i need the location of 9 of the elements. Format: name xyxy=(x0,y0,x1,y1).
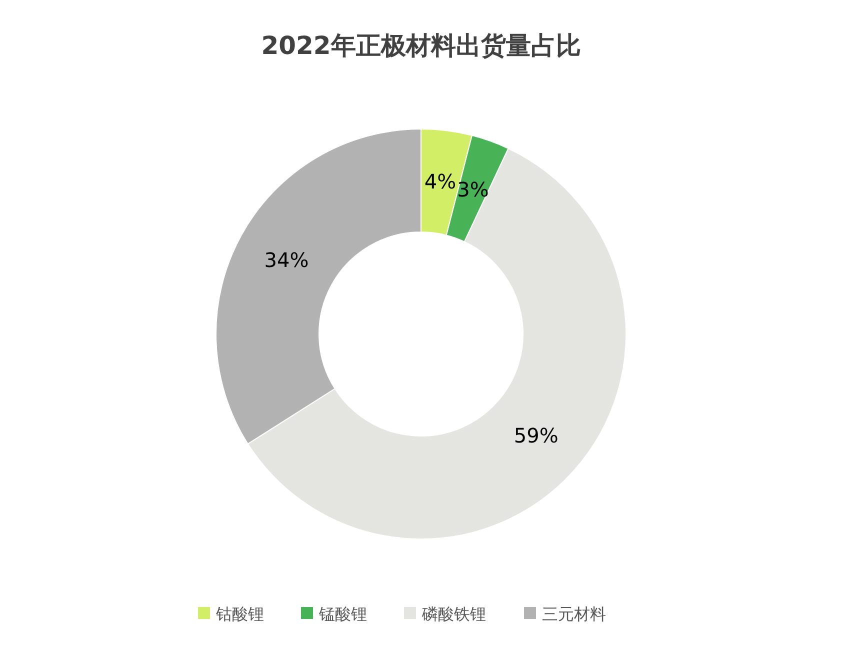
legend-label: 锰酸锂 xyxy=(318,604,367,624)
legend-label: 磷酸铁锂 xyxy=(421,604,486,624)
data-label: 3% xyxy=(457,178,489,202)
data-label: 59% xyxy=(514,424,558,448)
legend-label: 三元材料 xyxy=(542,604,606,624)
data-label: 34% xyxy=(264,248,309,272)
legend-label: 钴酸锂 xyxy=(215,604,264,624)
chart-title: 2022年正极材料出货量占比 xyxy=(261,31,581,60)
data-label: 4% xyxy=(424,170,456,194)
